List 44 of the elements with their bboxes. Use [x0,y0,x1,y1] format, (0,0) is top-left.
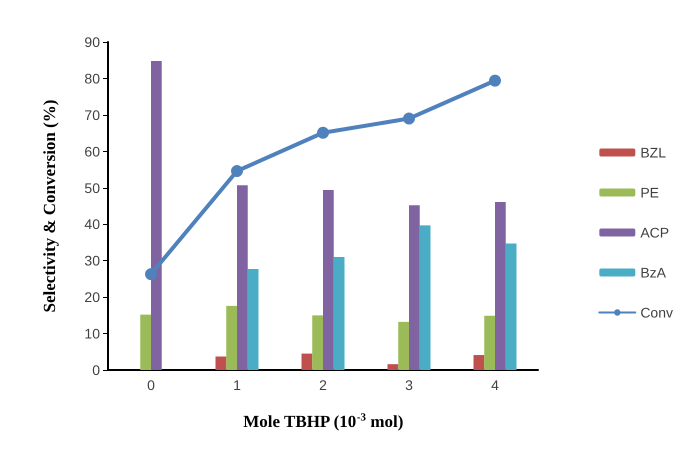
x-tick-label: 1 [233,377,242,393]
bar [248,269,258,370]
y-tick-label: 60 [84,143,100,160]
y-tick-label: 0 [92,362,100,378]
bar [484,316,495,370]
bar [237,185,248,370]
bar [409,205,420,370]
bar [140,314,151,370]
bar [388,364,398,370]
bar [216,356,226,370]
y-tick-label: 70 [84,106,100,123]
point [317,126,329,139]
x-tick-label: 2 [319,377,328,393]
point [489,74,501,87]
y-tick-label: 80 [84,70,100,86]
bar [226,306,237,370]
bar [420,225,430,370]
legend-label: Conv [640,304,674,320]
bar [398,322,409,370]
bar [312,315,323,370]
y-tick-label: 90 [84,34,100,50]
legend-label: BzA [640,264,667,280]
bar [151,60,162,370]
bar [495,202,506,370]
y-tick-label: 40 [84,216,100,232]
point [403,112,415,125]
x-tick-label: 4 [491,377,500,393]
bar [506,244,516,370]
bar [474,355,484,370]
point [231,165,243,178]
x-tick-label: 3 [405,377,414,393]
bar [334,257,344,370]
bar [302,354,312,370]
legend-label: BZL [640,144,666,160]
y-tick-label: 30 [84,252,100,269]
legend-label: PE [640,184,660,200]
legend-label: ACP [640,224,670,240]
y-tick-label: 10 [84,326,100,342]
point [145,268,157,280]
y-tick-label: 20 [84,289,100,306]
y-axis-title: Selectivity & Conversion (%) [40,100,59,312]
x-tick-label: 0 [147,377,156,393]
bar [323,190,334,370]
y-tick-label: 50 [84,180,100,196]
